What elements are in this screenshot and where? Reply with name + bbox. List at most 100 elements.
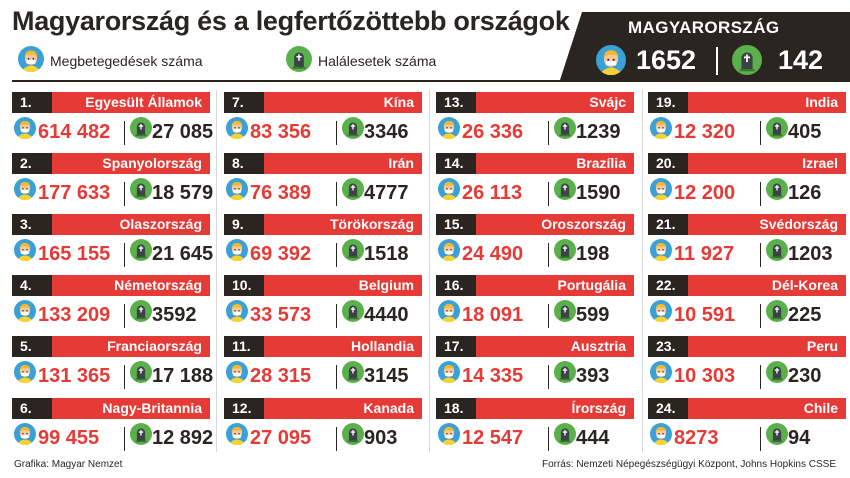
country-stats: 69 392 1518 (224, 237, 422, 272)
country-cases: 165 155 (38, 243, 111, 265)
country-rank: 7. (224, 92, 264, 113)
country-cases: 24 490 (462, 243, 524, 265)
country-stats: 614 482 27 085 (12, 115, 213, 150)
hungary-divider (716, 47, 718, 75)
country-cases: 614 482 (38, 121, 111, 143)
country-name: Nagy-Britannia (52, 398, 210, 419)
tombstone-icon (554, 178, 576, 205)
country-cases: 14 335 (462, 365, 524, 387)
stat-divider (336, 304, 337, 328)
country-card: 1. Egyesült Államok 614 482 27 085 (12, 92, 213, 150)
country-rank: 22. (648, 275, 688, 296)
person-face-icon (438, 361, 460, 388)
country-cases: 12 547 (462, 427, 524, 449)
person-face-icon (226, 117, 248, 144)
country-card: 24. Chile 8273 94 (648, 398, 846, 456)
country-rank: 9. (224, 214, 264, 235)
country-name: Törökország (264, 214, 422, 235)
column-divider (216, 90, 217, 452)
country-rank: 24. (648, 398, 688, 419)
country-rank: 15. (436, 214, 476, 235)
country-card: 17. Ausztria 14 335 393 (436, 336, 634, 394)
person-face-icon (226, 239, 248, 266)
country-deaths: 1518 (364, 243, 409, 265)
country-name: Irán (264, 153, 422, 174)
country-deaths: 198 (576, 243, 610, 265)
stat-divider (548, 427, 549, 451)
country-cases: 133 209 (38, 304, 111, 326)
country-rank: 21. (648, 214, 688, 235)
stat-divider (124, 182, 125, 206)
stat-divider (336, 243, 337, 267)
person-face-icon (438, 178, 460, 205)
tombstone-icon (130, 178, 152, 205)
person-face-icon (226, 423, 248, 450)
person-face-icon (14, 423, 36, 450)
country-deaths: 225 (788, 304, 822, 326)
country-name: Spanyolország (52, 153, 210, 174)
person-face-icon (650, 117, 672, 144)
tombstone-icon (342, 239, 364, 266)
stat-divider (548, 304, 549, 328)
country-stats: 10 303 230 (648, 359, 846, 394)
country-deaths: 230 (788, 365, 822, 387)
country-name: Portugália (476, 275, 634, 296)
country-card: 21. Svédország 11 927 1203 (648, 214, 846, 272)
person-face-icon (650, 178, 672, 205)
person-face-icon (438, 117, 460, 144)
person-face-icon (14, 178, 36, 205)
person-face-icon (14, 117, 36, 144)
country-card: 10. Belgium 33 573 4440 (224, 275, 422, 333)
person-face-icon (438, 300, 460, 327)
hungary-cases: 1652 (636, 45, 697, 75)
tombstone-icon (130, 300, 152, 327)
stat-divider (760, 304, 761, 328)
country-stats: 10 591 225 (648, 298, 846, 333)
country-cases: 8273 (674, 427, 719, 449)
country-name: Chile (688, 398, 846, 419)
country-deaths: 444 (576, 427, 610, 449)
country-stats: 177 633 18 579 (12, 176, 213, 211)
stat-divider (548, 243, 549, 267)
tombstone-icon (342, 117, 364, 144)
tombstone-icon (342, 423, 364, 450)
country-stats: 27 095 903 (224, 421, 422, 456)
country-rank: 18. (436, 398, 476, 419)
stat-divider (124, 121, 125, 145)
stat-divider (548, 182, 549, 206)
country-deaths: 599 (576, 304, 610, 326)
footer-credit: Grafika: Magyar Nemzet (14, 459, 123, 470)
stat-divider (760, 365, 761, 389)
country-name: India (688, 92, 846, 113)
header-rule (12, 80, 850, 82)
country-stats: 12 547 444 (436, 421, 634, 456)
stat-divider (124, 427, 125, 451)
country-cases: 18 091 (462, 304, 524, 326)
country-name: Németország (52, 275, 210, 296)
country-cases: 12 320 (674, 121, 736, 143)
tombstone-icon (732, 45, 762, 80)
country-cases: 69 392 (250, 243, 312, 265)
country-cases: 27 095 (250, 427, 312, 449)
country-card: 22. Dél-Korea 10 591 225 (648, 275, 846, 333)
country-cases: 26 336 (462, 121, 524, 143)
country-stats: 12 200 126 (648, 176, 846, 211)
legend-deaths-label: Halálesetek száma (318, 52, 437, 69)
country-name: Egyesült Államok (52, 92, 210, 113)
country-stats: 76 389 4777 (224, 176, 422, 211)
country-cases: 10 591 (674, 304, 736, 326)
legend-cases: Megbetegedések száma (18, 46, 203, 75)
country-name: Dél-Korea (688, 275, 846, 296)
country-card: 7. Kína 83 356 3346 (224, 92, 422, 150)
stat-divider (336, 365, 337, 389)
country-card: 3. Olaszország 165 155 21 645 (12, 214, 214, 272)
country-rank: 4. (12, 275, 52, 296)
tombstone-icon (766, 239, 788, 266)
country-rank: 2. (12, 153, 52, 174)
country-card: 13. Svájc 26 336 1239 (436, 92, 634, 150)
country-name: Ausztria (476, 336, 634, 357)
tombstone-icon (342, 300, 364, 327)
country-card: 2. Spanyolország 177 633 18 579 (12, 153, 213, 211)
country-deaths: 21 645 (152, 243, 214, 265)
country-deaths: 1590 (576, 182, 621, 204)
